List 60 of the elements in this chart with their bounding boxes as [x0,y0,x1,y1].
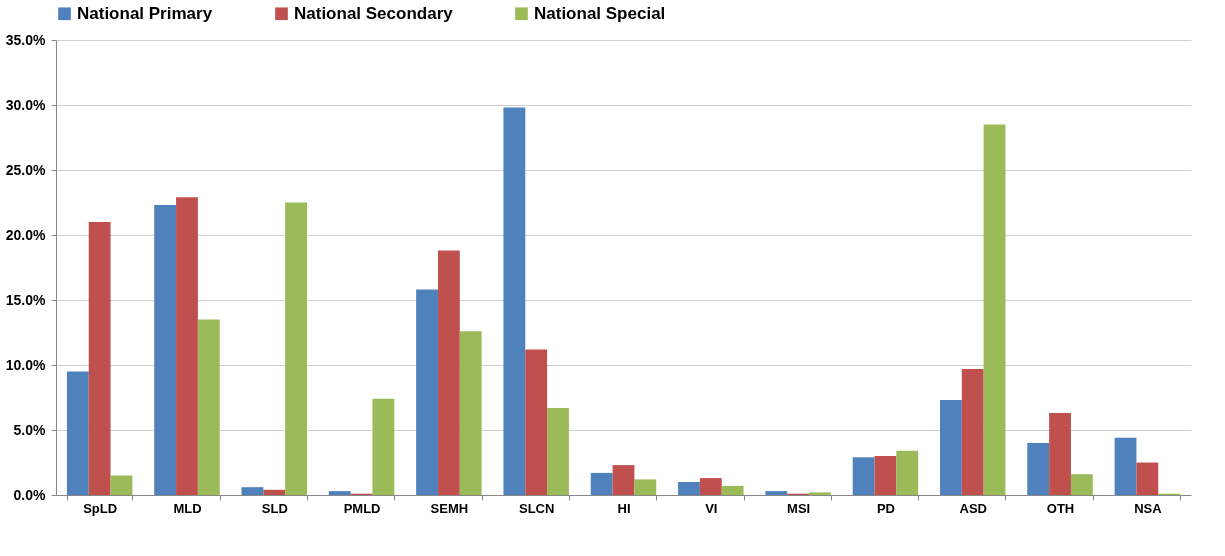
legend-label: National Secondary [294,3,454,23]
bar [634,479,657,495]
legend-label: National Primary [77,3,213,23]
y-tick-label: 0.0% [13,486,47,503]
y-tick-label: 10.0% [5,356,47,373]
x-tick-label: HI [617,500,631,516]
x-tick-label: PMLD [343,500,381,516]
bar [66,371,89,495]
bar [765,491,788,495]
bar [263,489,286,495]
bar [1136,462,1159,495]
bar [961,368,984,495]
bar [809,492,831,495]
bar [1070,474,1093,495]
y-tick-label: 15.0% [5,291,47,308]
bar [1027,443,1050,495]
bar [437,250,460,495]
bar [372,398,395,495]
bar [896,450,919,495]
y-tick-label: 20.0% [5,226,47,243]
bar [197,319,220,495]
bar [110,475,133,495]
bar [590,472,613,495]
bar [612,465,635,495]
bar [328,491,351,495]
x-tick-label: MLD [173,500,202,516]
x-tick-label: MSI [787,500,811,516]
bar [983,124,1006,495]
x-tick-label: SEMH [430,500,469,516]
bar [416,289,438,495]
bar [874,456,897,495]
bar [525,349,548,495]
x-tick-label: SLD [261,500,288,516]
y-tick-label: 35.0% [5,31,47,48]
bar [154,205,177,495]
y-tick-label: 25.0% [5,161,47,178]
bar [1114,437,1137,495]
x-tick-label: SpLD [83,500,118,516]
bar [88,222,111,495]
bar [1049,413,1071,495]
bar [721,485,744,495]
x-tick-label: NSA [1134,500,1163,516]
bar [285,202,308,495]
bar [678,482,700,495]
bar [241,487,264,495]
x-tick-label: SLCN [519,500,555,516]
bar [939,400,962,495]
x-tick-label: OTH [1046,500,1075,516]
bar [503,107,526,495]
y-tick-label: 5.0% [13,421,47,438]
bar [699,478,722,495]
bar [852,457,875,495]
bar [459,331,482,495]
x-tick-label: PD [876,500,895,516]
bar [176,197,198,495]
x-tick-label: VI [705,500,718,516]
y-tick-label: 30.0% [5,96,47,113]
legend-label: National Special [534,3,666,23]
bar [547,407,569,495]
x-tick-label: ASD [959,500,987,516]
